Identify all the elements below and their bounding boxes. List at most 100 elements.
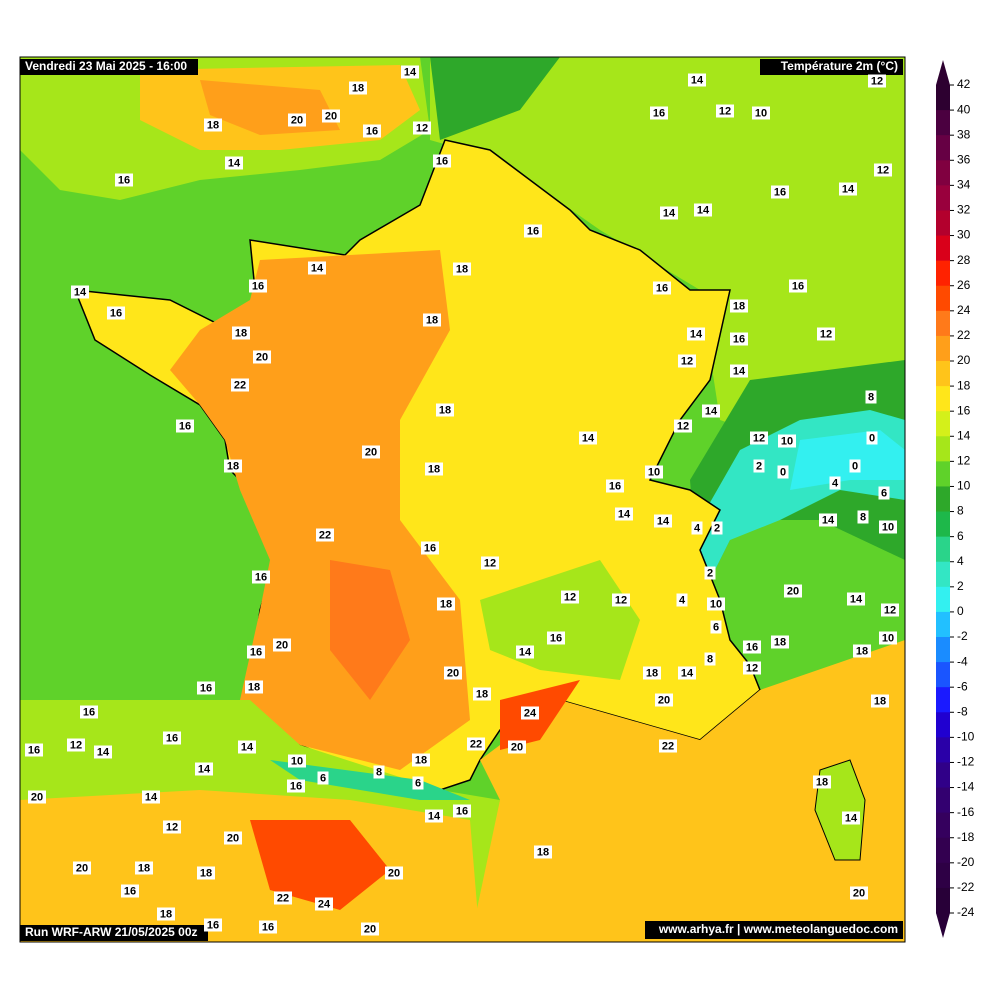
colorbar-band	[936, 285, 950, 312]
label-box	[678, 354, 696, 368]
temperature-label: 0	[869, 432, 875, 444]
label-box	[829, 476, 841, 490]
temperature-label: 6	[320, 772, 326, 784]
label-box	[853, 644, 871, 658]
temperature-label: 18	[439, 404, 451, 416]
temperature-label: 16	[653, 107, 665, 119]
label-box	[771, 185, 789, 199]
temperature-label: 20	[388, 867, 400, 879]
temperature-label: 18	[200, 867, 212, 879]
temperature-label: 14	[845, 812, 858, 824]
temperature-label: 16	[792, 280, 804, 292]
temperature-label: 14	[97, 746, 110, 758]
label-box	[849, 459, 861, 473]
colorbar-tick-label: 38	[957, 127, 971, 141]
temperature-label: 2	[756, 460, 762, 472]
temperature-label: 18	[428, 463, 440, 475]
colorbar-bottom-arrow	[936, 913, 950, 938]
temperature-label: 22	[470, 738, 482, 750]
temperature-label: 12	[820, 328, 832, 340]
temperature-label: 20	[853, 887, 865, 899]
label-box	[80, 705, 98, 719]
label-box	[385, 866, 403, 880]
label-box	[879, 631, 897, 645]
colorbar-tick-label: 20	[957, 353, 971, 367]
colorbar-band	[936, 511, 950, 538]
temperature-label: 24	[318, 898, 331, 910]
label-box	[839, 182, 857, 196]
temperature-label: 12	[70, 739, 82, 751]
temperature-label: 14	[681, 667, 694, 679]
temperature-label: 6	[713, 621, 719, 633]
label-box	[743, 661, 761, 675]
temperature-label: 16	[290, 780, 302, 792]
temperature-label: 10	[291, 755, 303, 767]
label-box	[467, 737, 485, 751]
colorbar-band	[936, 361, 950, 387]
temperature-label: 14	[657, 515, 670, 527]
label-box	[259, 920, 277, 934]
label-box	[107, 306, 125, 320]
label-box	[730, 299, 748, 313]
temperature-label: 18	[774, 636, 786, 648]
temperature-label: 16	[255, 571, 267, 583]
label-box	[287, 779, 305, 793]
temperature-label: 14	[582, 432, 595, 444]
label-box	[412, 753, 430, 767]
label-box	[813, 775, 831, 789]
temperature-label: 14	[618, 508, 631, 520]
label-box	[752, 106, 770, 120]
colorbar-band	[936, 687, 950, 713]
label-box	[678, 666, 696, 680]
colorbar-tick-label: -18	[957, 830, 975, 844]
label-box	[252, 570, 270, 584]
temperature-label: 18	[138, 862, 150, 874]
label-box	[777, 465, 789, 479]
label-box	[288, 113, 306, 127]
label-box	[579, 431, 597, 445]
label-box	[645, 465, 663, 479]
temperature-label: 12	[746, 662, 758, 674]
label-box	[433, 154, 451, 168]
colorbar-tick-label: -20	[957, 855, 975, 869]
label-box	[743, 640, 761, 654]
colorbar-band	[936, 637, 950, 663]
temperature-label: 4	[679, 594, 686, 606]
temperature-label: 22	[277, 892, 289, 904]
colorbar-tick-label: 0	[957, 604, 964, 618]
colorbar-band	[936, 887, 950, 914]
colorbar-band	[936, 411, 950, 437]
label-box	[94, 745, 112, 759]
spain	[20, 790, 480, 942]
temperature-label: 14	[311, 262, 324, 274]
south-west-hot	[330, 560, 410, 700]
temperature-label: 0	[780, 466, 786, 478]
temperature-label: 12	[416, 122, 428, 134]
temperature-label: 12	[877, 164, 889, 176]
temperature-label: 16	[124, 885, 136, 897]
temperature-label: 14	[241, 741, 254, 753]
temperature-label: 14	[663, 207, 676, 219]
colorbar-tick-label: -14	[957, 780, 975, 794]
temperature-label: 14	[198, 763, 211, 775]
label-box	[547, 631, 565, 645]
temperature-label: 16	[118, 174, 130, 186]
temperature-label: 16	[262, 921, 274, 933]
label-box	[436, 403, 454, 417]
temperature-label: 16	[28, 744, 40, 756]
temperature-label: 12	[884, 604, 896, 616]
label-box	[789, 279, 807, 293]
colorbar-tick-label: 14	[957, 428, 971, 442]
temperature-label: 4	[832, 477, 839, 489]
colorbar-band	[936, 210, 950, 237]
label-box	[874, 163, 892, 177]
temperature-label: 20	[256, 351, 268, 363]
spain-hot	[250, 820, 390, 910]
label-box	[710, 620, 722, 634]
colorbar-band	[936, 536, 950, 563]
label-box	[232, 326, 250, 340]
temperature-label: 10	[710, 598, 722, 610]
temperature-label: 20	[291, 114, 303, 126]
colorbar-tick-label: -8	[957, 704, 968, 718]
